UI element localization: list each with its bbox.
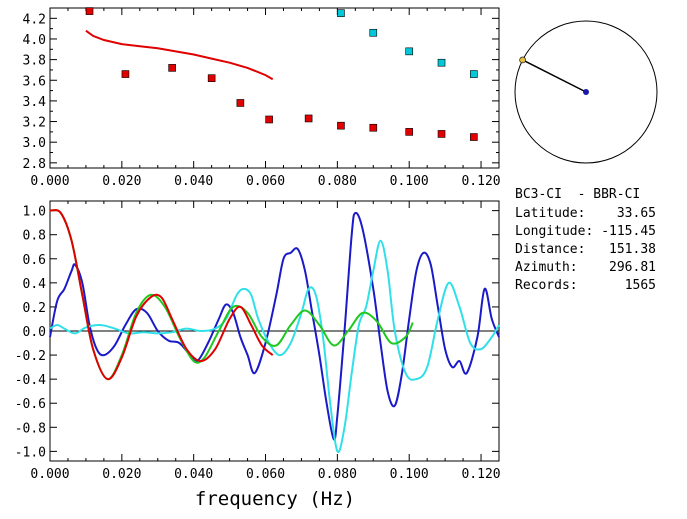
- y-tick-label: 3.2: [23, 116, 46, 131]
- info-value: 1565: [625, 278, 656, 293]
- blue-series-line: [49, 211, 500, 441]
- station-info: BC3-CI - BBR-CI Latitude: 33.65 Longitude:…: [515, 187, 656, 293]
- dispersion-point: [369, 123, 378, 132]
- green-series-line: [49, 209, 414, 381]
- x-tick-label: 0.120: [461, 174, 500, 189]
- dispersion-point: [85, 7, 94, 15]
- y-tick-label: -0.6: [15, 397, 46, 412]
- info-label: Azimuth:: [515, 260, 578, 275]
- x-tick-label: 0.040: [174, 467, 213, 482]
- dispersion-point: [265, 115, 273, 124]
- dispersion-curve: [85, 29, 274, 81]
- y-tick-label: 1.0: [23, 205, 46, 220]
- x-tick-label: 0.080: [318, 174, 357, 189]
- y-tick-label: 3.4: [23, 95, 47, 110]
- x-tick-label: 0.020: [102, 174, 141, 189]
- dispersion-point: [437, 130, 446, 138]
- correlation-panel-marks: [49, 209, 500, 454]
- azimuth-compass: [514, 20, 658, 164]
- y-tick-label: 2.8: [23, 157, 46, 172]
- y-tick-label: 4.0: [23, 33, 46, 48]
- dispersion-panel: 0.000 0.020 0.040 0.060 0.080 0.100 0.120 2.8 3.…: [23, 7, 501, 189]
- y-tick-label: 3.0: [23, 136, 46, 151]
- compass-tip-dot: [519, 56, 526, 64]
- compass-center-dot: [583, 89, 589, 95]
- dispersion-point: [405, 47, 414, 56]
- dispersion-point: [236, 99, 245, 107]
- dispersion-point: [369, 28, 378, 37]
- dispersion-point: [470, 70, 478, 78]
- y-tick-label: 0.4: [23, 277, 47, 292]
- correlation-panel: 0.000 0.020 0.040 0.060 0.080 0.100 0.120 1.0 0.…: [15, 200, 501, 510]
- x-tick-label: 0.100: [390, 467, 429, 482]
- x-axis-label: frequency (Hz): [195, 488, 355, 510]
- y-tick-label: -0.4: [15, 373, 46, 388]
- y-tick-label: 0.2: [23, 301, 46, 316]
- x-tick-label: 0.060: [246, 467, 285, 482]
- y-tick-label: -0.8: [15, 421, 46, 436]
- info-label: Latitude:: [515, 206, 585, 221]
- station-pair: BC3-CI - BBR-CI: [515, 187, 640, 202]
- y-tick-label: 0.8: [23, 229, 46, 244]
- dispersion-point: [207, 74, 216, 82]
- x-tick-label: 0.060: [246, 174, 285, 189]
- cyan-series-line: [49, 239, 500, 454]
- info-label: Records:: [515, 278, 578, 293]
- info-value: 151.38: [609, 242, 656, 257]
- red-series-line: [49, 209, 274, 381]
- x-tick-label: 0.080: [318, 467, 357, 482]
- y-tick-label: 3.6: [23, 74, 46, 89]
- compass-circle: [514, 20, 658, 164]
- x-tick-label: 0.000: [30, 467, 69, 482]
- dispersion-point: [337, 121, 345, 130]
- y-tick-label: -1.0: [15, 445, 46, 460]
- compass-needle: [522, 59, 587, 93]
- dispersion-point: [437, 58, 446, 67]
- dispersion-point: [168, 64, 176, 72]
- dispersion-point: [405, 128, 414, 136]
- y-tick-label: 3.8: [23, 54, 46, 69]
- correlation-panel-ticks: 0.000 0.020 0.040 0.060 0.080 0.100 0.120 1.0 0.…: [15, 201, 501, 482]
- dispersion-point: [121, 70, 130, 78]
- dispersion-point: [470, 133, 478, 141]
- y-tick-label: -0.2: [15, 349, 46, 364]
- info-value: 296.81: [609, 260, 656, 275]
- info-label: Longitude:: [515, 224, 593, 239]
- dispersion-panel-ticks: 0.000 0.020 0.040 0.060 0.080 0.100 0.120 2.8 3.…: [23, 8, 501, 189]
- dispersion-point: [337, 9, 345, 17]
- dispersion-point: [304, 114, 313, 123]
- info-label: Distance:: [515, 242, 585, 257]
- x-tick-label: 0.000: [30, 174, 69, 189]
- x-tick-label: 0.020: [102, 467, 141, 482]
- dispersion-panel-frame: [49, 7, 500, 169]
- y-tick-label: 0.0: [23, 325, 46, 340]
- info-value: 33.65: [617, 206, 656, 221]
- x-tick-label: 0.040: [174, 174, 213, 189]
- y-tick-label: 0.6: [23, 253, 46, 268]
- dispersion-panel-marks: [85, 7, 478, 141]
- y-tick-label: 4.2: [23, 12, 46, 27]
- info-value: -115.45: [601, 224, 656, 239]
- x-tick-label: 0.120: [461, 467, 500, 482]
- x-tick-label: 0.100: [390, 174, 429, 189]
